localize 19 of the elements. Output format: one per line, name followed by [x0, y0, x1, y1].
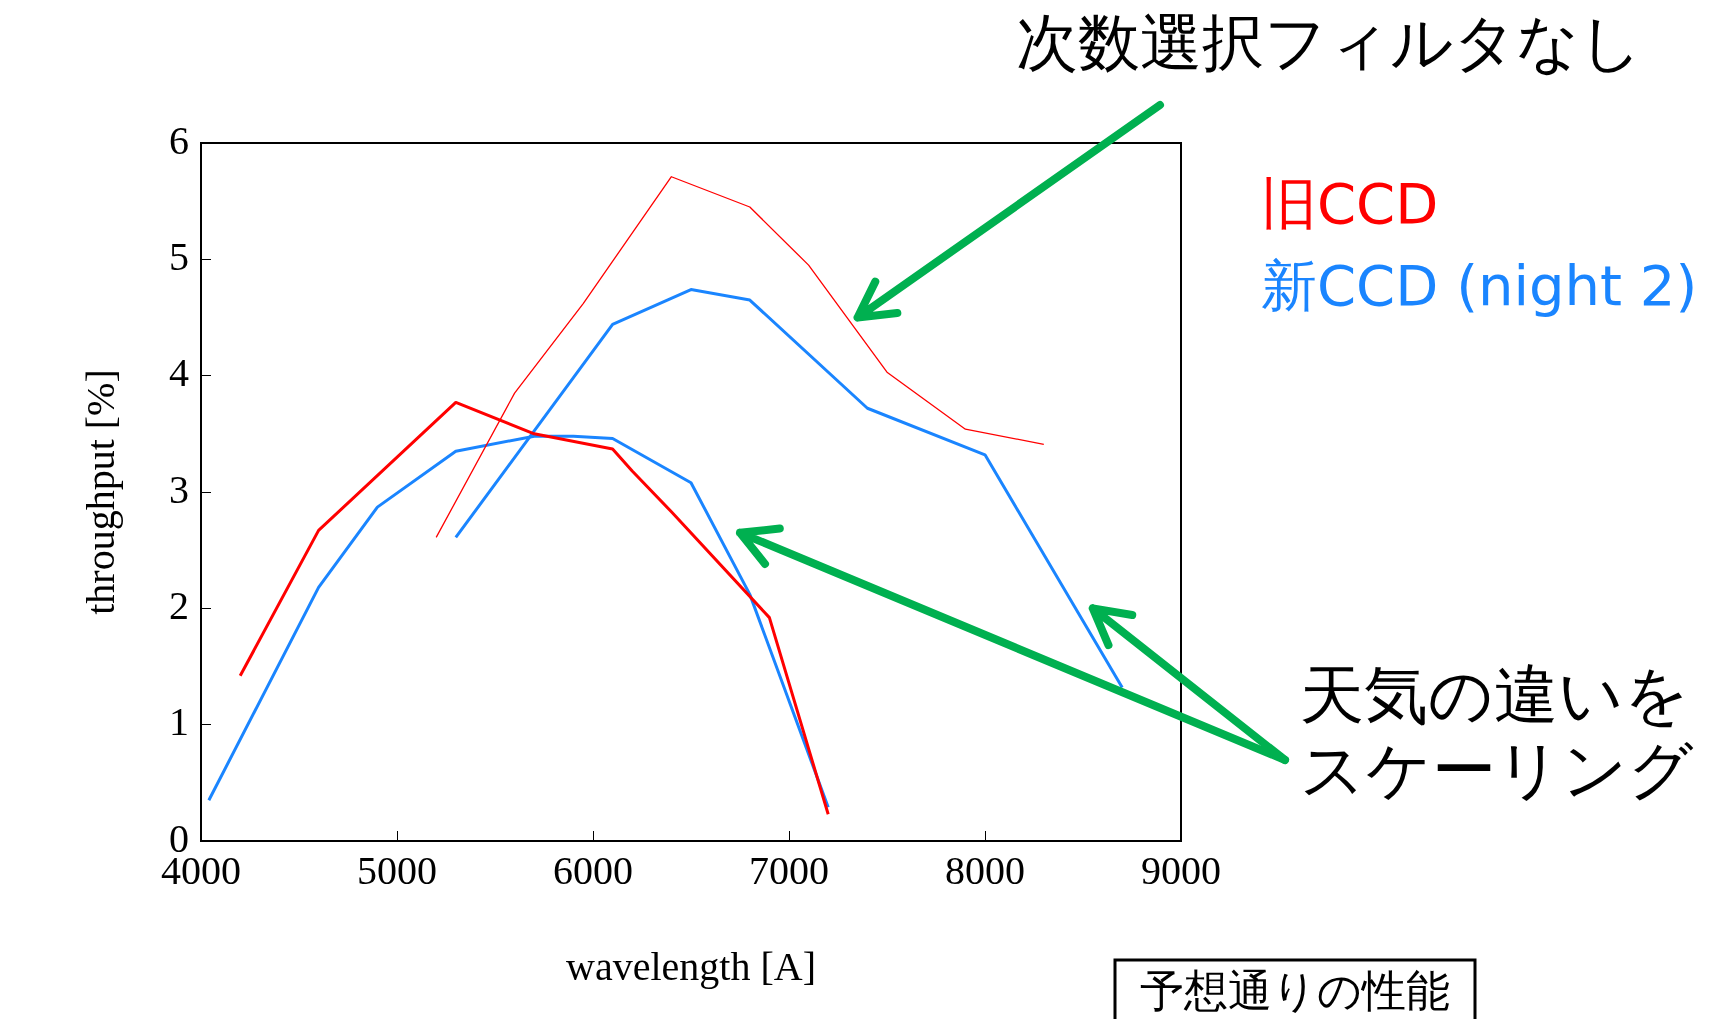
y-tick-label: 3 — [169, 466, 189, 512]
y-tick-label: 5 — [169, 233, 189, 279]
y-tick-label: 2 — [169, 582, 189, 628]
x-tick-label: 7000 — [749, 847, 829, 893]
y-tick-label: 6 — [169, 117, 189, 163]
x-tick-label: 5000 — [357, 847, 437, 893]
text: 予想通りの性能 — [1140, 965, 1450, 1017]
text: スケーリング — [1300, 732, 1694, 807]
y-tick-label: 1 — [169, 699, 189, 745]
text: 次数選択フィルタなし — [1016, 6, 1642, 80]
x-tick-label: 6000 — [553, 847, 633, 893]
x-tick-label: 9000 — [1141, 847, 1221, 893]
text: 旧CCD — [1261, 170, 1439, 236]
text: 新CCD (night 2) — [1261, 252, 1698, 318]
x-axis-title: wavelength [A] — [566, 943, 816, 989]
x-tick-label: 8000 — [945, 847, 1025, 893]
y-axis-title: throughput [%] — [77, 369, 123, 615]
y-tick-label: 4 — [169, 350, 189, 396]
text: 天気の違いを — [1300, 657, 1690, 732]
